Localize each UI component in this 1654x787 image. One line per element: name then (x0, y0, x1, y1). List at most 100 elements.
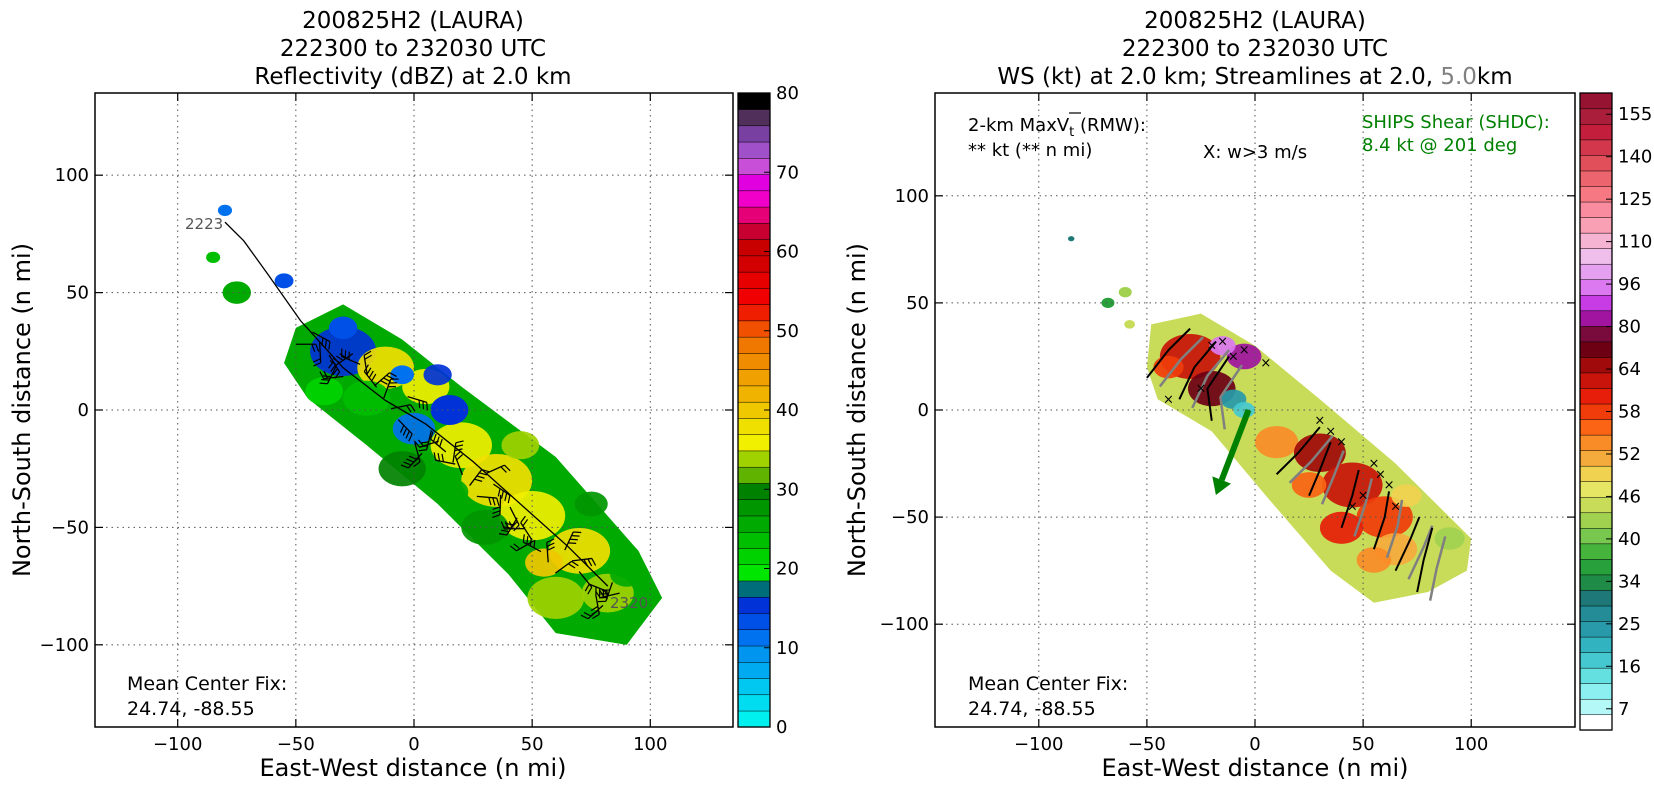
updraft-legend: X: w>3 m/s (1203, 142, 1307, 163)
left-cbar-segment (737, 222, 771, 240)
wind-barb-flag (513, 524, 520, 532)
wind-barb-staff (571, 557, 592, 562)
wind-barb-flag (590, 605, 599, 612)
reflectivity-blob (423, 364, 452, 386)
streamline-2km (1308, 441, 1332, 497)
left-title-line-2: 222300 to 232030 UTC (280, 36, 546, 62)
left-cbar-segment (737, 304, 771, 322)
right-cbar-segment (1579, 698, 1613, 716)
wind-barb-staff (493, 483, 511, 496)
track-line (224, 221, 609, 587)
wind-barb-staff (425, 430, 433, 450)
streamline-2km (1394, 516, 1421, 572)
reflectivity-field (206, 204, 663, 645)
wind-barb-flag (498, 533, 508, 536)
wind-barb-staff (595, 594, 600, 615)
left-cbar-segment (737, 515, 771, 533)
windspeed-cell (1124, 320, 1135, 329)
right-cbar-segment (1579, 232, 1613, 249)
wind-barb-flag (500, 521, 505, 530)
wind-barb-flag (426, 402, 428, 411)
wind-barb-flag (568, 542, 577, 544)
wind-barb-flag (432, 433, 437, 442)
wind-barb-flag (408, 433, 413, 442)
track-polyline (224, 221, 609, 587)
right-xtick-label: 50 (1352, 734, 1375, 755)
wind-barb-staff (520, 522, 533, 540)
wind-barb-flag (321, 378, 330, 381)
left-ytick-label: −50 (51, 517, 89, 538)
right-title-line-2: 222300 to 232030 UTC (1122, 36, 1388, 62)
left-xtick-label: −50 (277, 734, 315, 755)
right-cbar-label: 52 (1618, 444, 1641, 465)
right-cbar-segment (1579, 263, 1613, 280)
left-ytick-label: −100 (40, 635, 89, 656)
left-cbar-segment (737, 92, 771, 110)
right-cbar-segment (1579, 683, 1613, 700)
shear-arrow (1212, 408, 1252, 495)
right-cbar-segment (1579, 450, 1613, 467)
right-cbar-segment (1579, 92, 1613, 110)
right-cbar-label: 34 (1618, 571, 1641, 592)
wind-barb-staff (414, 442, 421, 463)
wind-barb-staff (564, 531, 574, 551)
wind-barb-flag (547, 546, 555, 551)
left-cbar-label: 50 (776, 321, 799, 342)
maxvt-label: 2-km MaxVt (RMW): (968, 115, 1146, 140)
wind-barb-flag (533, 539, 536, 548)
right-title-line-1: 200825H2 (LAURA) (1144, 8, 1366, 34)
left-cbar-segment (737, 336, 771, 354)
right-cbar-segment (1579, 496, 1613, 514)
left-ytick-label: 100 (55, 165, 89, 186)
updraft-x-marker: × (1390, 499, 1401, 514)
right-cbar-segment (1579, 279, 1613, 296)
windspeed-blob (1391, 484, 1422, 507)
wind-barb-flag (324, 339, 328, 348)
wind-barb-flag (329, 360, 337, 366)
left-cbar-segment (737, 450, 771, 468)
left-title-line-3: Reflectivity (dBZ) at 2.0 km (254, 64, 571, 90)
right-title-line-3: WS (kt) at 2.0 km; Streamlines at 2.0, 5… (997, 64, 1512, 90)
shear-arrow-head (1212, 476, 1231, 495)
right-cbar-label: 125 (1618, 189, 1652, 210)
right-cbar-segment (1579, 139, 1613, 156)
wind-barb-staff (390, 404, 411, 410)
wind-barb-flag (410, 404, 416, 412)
wind-barb-flag (479, 472, 488, 476)
reflectivity-blob (343, 380, 391, 416)
right-xtick-label: −50 (1128, 734, 1166, 755)
wind-barb-flag (363, 350, 372, 356)
wind-barb-flag (417, 439, 424, 447)
wind-barb-flag (520, 515, 526, 523)
wind-barb-flag (492, 506, 501, 511)
wind-barb-flag (492, 514, 501, 519)
wind-barb-staff (499, 494, 502, 515)
ships-shear-value: 8.4 kt @ 201 deg (1362, 135, 1517, 156)
left-cbar-segment (737, 612, 771, 631)
reflectivity-blob (548, 527, 611, 574)
wind-barb-flag (403, 461, 412, 466)
left-xtick-label: 100 (633, 734, 667, 755)
right-cbar-segment (1579, 589, 1613, 607)
left-cbar-segment (737, 710, 771, 728)
wind-barb-flag (364, 354, 372, 360)
wind-barb-flag (408, 455, 417, 460)
wind-barb-flag (433, 452, 437, 461)
wind-barb-staff (509, 506, 520, 526)
wind-barb-flag (406, 405, 412, 413)
wind-barb-flag (492, 497, 496, 506)
wind-barb-flag (420, 441, 429, 444)
wind-barb-flag (422, 401, 425, 410)
left-cbar-label: 20 (776, 559, 799, 580)
right-xtick-label: −100 (1014, 734, 1063, 755)
wind-barb-flag (400, 464, 409, 469)
updraft-x-marker: × (1368, 457, 1379, 472)
wind-barb-flag (402, 427, 408, 436)
left-cbar-segment (737, 206, 771, 224)
reflectivity-blob (430, 478, 469, 507)
windspeed-blob (1434, 527, 1465, 550)
left-cbar-segment (737, 466, 771, 484)
wind-barb-flag (413, 461, 421, 468)
left-cbar-segment (737, 369, 771, 387)
updraft-x-marker: × (1206, 339, 1217, 354)
